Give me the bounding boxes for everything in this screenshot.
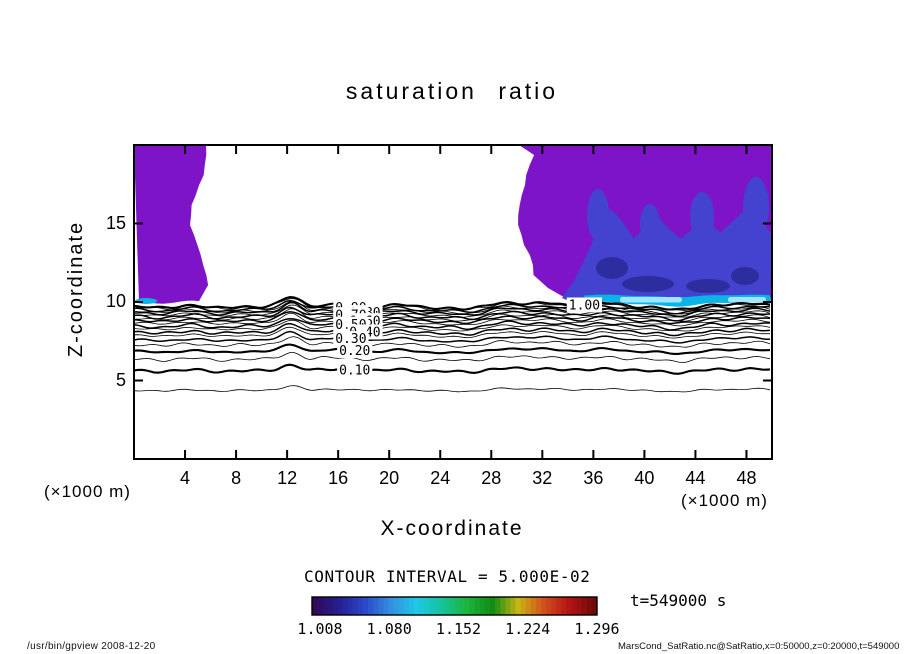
x-tick-label: 12 [277,468,298,488]
x-tick-label: 44 [685,468,706,488]
svg-text:0.20: 0.20 [339,344,370,359]
contour-lines [133,296,771,393]
colorbar-tick-label: 1.152 [435,620,482,638]
colorbar-tick-label: 1.008 [297,620,343,638]
x-tick-label: 4 [180,468,191,488]
x-axis-label: X-coordinate [380,517,524,540]
x-tick-label: 8 [231,468,242,488]
svg-text:0.10: 0.10 [339,364,370,379]
command-line-text: /usr/bin/gpview 2008-12-20 [27,641,156,652]
x-axis-unit-left: (×1000 m) [44,482,131,501]
x-axis-unit-right: (×1000 m) [681,491,768,510]
data-source-text: MarsCond_SatRatio.nc@SatRatio,x=0:50000,… [618,641,900,652]
colorbar-tick-label: 1.224 [505,620,551,638]
x-tick-label: 32 [532,468,553,488]
y-tick-label: 5 [115,369,126,390]
colorbar-tick-label: 1.296 [574,620,620,638]
colorbar-tick-label: 1.080 [366,620,412,638]
contour-line-labels: 0.900.800.700.600.500.400.300.200.101.00 [333,297,602,379]
filled-contours [134,145,772,307]
svg-text:1.00: 1.00 [569,299,600,314]
x-tick-label: 24 [430,468,451,488]
y-tick-label: 15 [105,212,126,233]
y-tick-label: 10 [105,291,126,311]
contour-interval-label: CONTOUR INTERVAL = 5.000E-02 [304,567,591,586]
x-tick-label: 28 [481,468,502,488]
x-tick-label: 20 [379,468,400,488]
x-tick-label: 36 [583,468,604,488]
x-tick-label: 16 [328,468,349,488]
x-tick-label: 40 [634,468,655,488]
x-tick-label: 48 [736,468,757,488]
time-label: t=549000 s [630,591,727,610]
plot-title: saturation ratio [345,78,559,104]
plot-frame [133,144,773,460]
colorbar [311,596,598,616]
